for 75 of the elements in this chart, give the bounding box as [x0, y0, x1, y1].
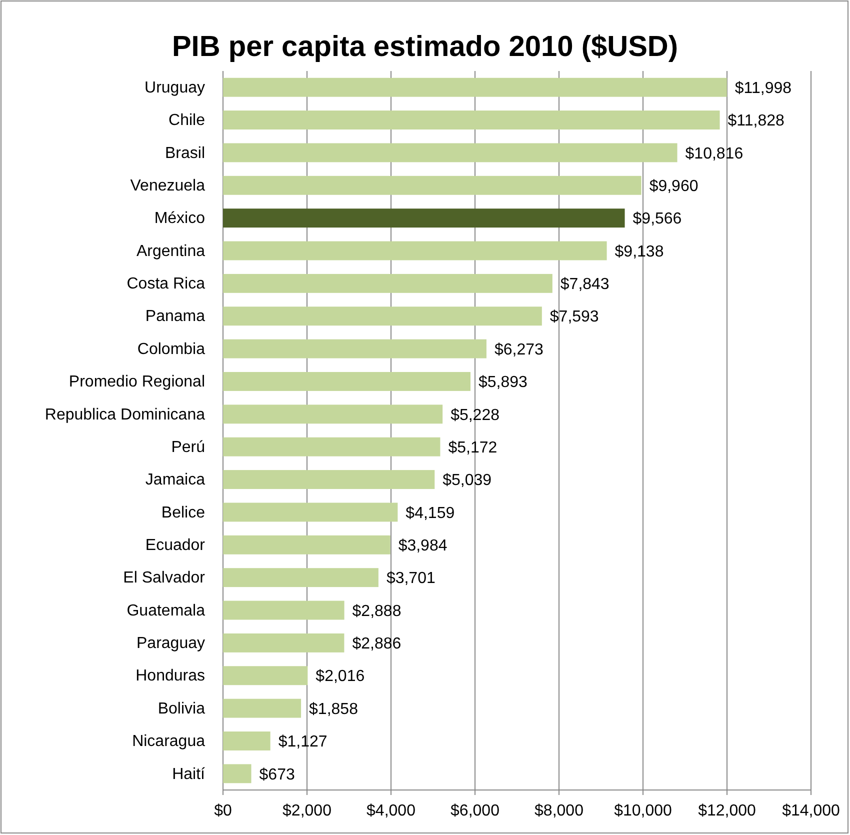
data-label: $2,016	[316, 668, 365, 686]
x-tick-label: $6,000	[450, 802, 500, 820]
chart-title: PIB per capita estimado 2010 ($USD)	[172, 31, 678, 63]
data-label: $7,593	[550, 308, 599, 326]
x-tick-label: $8,000	[534, 802, 584, 820]
data-label: $1,858	[309, 700, 358, 718]
data-label: $6,273	[494, 341, 544, 358]
data-label: $673	[259, 766, 295, 784]
data-label: $3,984	[398, 537, 448, 554]
bar	[223, 633, 344, 652]
y-tick-label: Belice	[161, 504, 206, 522]
x-tick-label: $0	[214, 802, 232, 820]
y-tick-label: Colombia	[137, 340, 206, 358]
bar	[223, 732, 270, 750]
y-tick-label: Uruguay	[144, 79, 205, 96]
y-tick-label: Argentina	[136, 242, 206, 260]
bar	[223, 404, 443, 424]
bar	[223, 110, 720, 130]
y-tick-label: Costa Rica	[126, 276, 206, 293]
data-label: $9,960	[649, 178, 698, 195]
bar	[223, 568, 378, 588]
data-label: $4,159	[406, 504, 455, 522]
bar	[223, 176, 642, 195]
y-tick-label: Paraguay	[136, 635, 205, 652]
y-tick-label: México	[154, 210, 206, 228]
y-tick-label: Nicaragua	[132, 733, 206, 750]
y-tick-label: Brasil	[164, 144, 205, 162]
y-tick-label: Promedio Regional	[68, 374, 205, 391]
bar	[223, 241, 607, 260]
data-label: $11,828	[728, 112, 785, 130]
bar	[223, 698, 302, 718]
bar	[223, 535, 390, 554]
data-label: $9,566	[632, 210, 682, 228]
data-label: $5,039	[442, 472, 492, 490]
y-tick-label: Guatemala	[126, 602, 206, 620]
bar	[223, 600, 344, 620]
bar	[223, 208, 625, 228]
y-tick-label: Panama	[145, 308, 206, 326]
bar	[223, 502, 398, 522]
bar	[223, 339, 486, 358]
y-tick-label: Republica Dominicana	[44, 406, 206, 424]
y-tick-label: Ecuador	[145, 537, 206, 554]
bar	[223, 437, 440, 456]
y-tick-label: Honduras	[136, 668, 205, 685]
data-label: $2,886	[352, 636, 402, 653]
bar	[223, 274, 552, 293]
data-label: $5,893	[478, 374, 528, 392]
bar	[223, 306, 542, 326]
data-label: $1,127	[278, 734, 328, 751]
bar	[223, 78, 727, 97]
data-label: $5,228	[450, 406, 500, 424]
x-tick-label: $2,000	[282, 802, 332, 820]
y-tick-label: Chile	[168, 112, 206, 130]
y-tick-label: Haití	[172, 766, 206, 783]
bar	[223, 666, 308, 686]
y-tick-label: Jamaica	[145, 472, 206, 489]
y-tick-label: El Salvador	[123, 570, 206, 587]
data-label: $5,172	[448, 439, 498, 456]
bar	[223, 143, 678, 162]
x-tick-label: $4,000	[366, 802, 416, 820]
data-label: $7,843	[560, 276, 610, 294]
data-label: $9,138	[614, 243, 664, 260]
y-tick-label: Perú	[171, 438, 205, 456]
data-label: $2,888	[352, 602, 402, 620]
x-tick-label: $14,000	[782, 802, 840, 820]
data-label: $10,816	[685, 145, 744, 162]
bar	[223, 470, 435, 489]
data-label: $11,998	[734, 80, 792, 97]
x-tick-label: $10,000	[614, 802, 672, 820]
data-label: $3,701	[386, 570, 436, 588]
x-tick-label: $12,000	[698, 802, 756, 820]
bar	[223, 764, 252, 784]
y-tick-label: Venezuela	[130, 178, 206, 195]
y-tick-label: Bolivia	[158, 700, 206, 718]
bar	[223, 372, 471, 391]
